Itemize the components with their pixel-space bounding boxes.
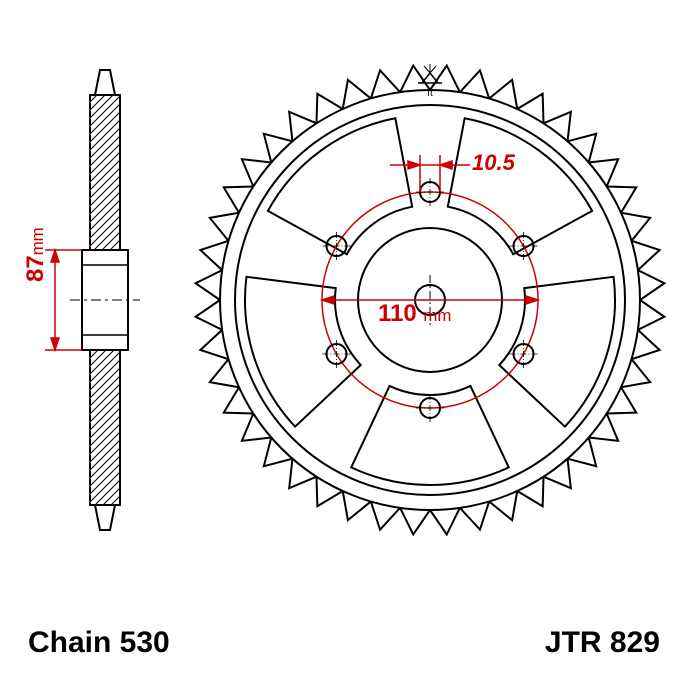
bolt-hole-label: 10.5 [472, 150, 515, 176]
chain-label: Chain 530 [28, 626, 170, 660]
technical-drawing: ft [0, 0, 700, 700]
bolt-circle-label: 110 mm [378, 300, 451, 328]
side-profile [45, 70, 140, 530]
svg-text:ft: ft [427, 88, 433, 99]
hub-dia-label: 87mm [22, 227, 50, 282]
part-number-label: JTR 829 [545, 626, 660, 660]
